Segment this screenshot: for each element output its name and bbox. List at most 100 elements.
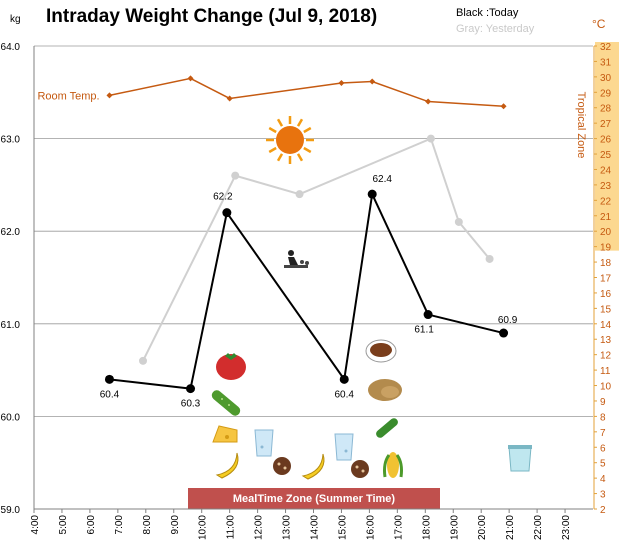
sun-icon [266, 116, 314, 164]
right-tick-label: 12 [600, 351, 612, 362]
legend-today: Black :Today [456, 7, 519, 19]
peas-icon [376, 418, 398, 438]
x-tick-label: 4:00 [30, 515, 41, 535]
today-data-label: 60.4 [100, 389, 120, 400]
x-tick-label: 11:00 [226, 515, 237, 540]
right-axis-unit: °C [592, 17, 606, 31]
yogurt-icon [508, 445, 532, 472]
cookie-icon [273, 457, 291, 475]
x-tick-label: 16:00 [365, 515, 376, 540]
x-tick-label: 15:00 [337, 515, 348, 540]
x-tick-label: 9:00 [170, 515, 181, 535]
mealtime-zone-banner: MealTime Zone (Summer Time) [188, 488, 440, 509]
y-axis-unit: kg [10, 14, 21, 25]
yesterday-point [231, 171, 240, 180]
x-tick-label: 23:00 [561, 515, 572, 540]
right-tick-label: 25 [600, 150, 612, 161]
right-tick-label: 9 [600, 397, 606, 408]
potato-icon [368, 379, 402, 401]
right-tick-label: 11 [600, 366, 611, 377]
yesterday-point [139, 356, 148, 365]
x-tick-label: 18:00 [421, 515, 432, 540]
right-tick-label: 17 [600, 274, 612, 285]
right-tick-label: 3 [600, 490, 606, 501]
right-tick-label: 7 [600, 428, 606, 439]
room-temp-point [187, 75, 194, 82]
y-tick-label: 59.0 [1, 505, 21, 516]
right-tick-label: 14 [600, 320, 612, 331]
right-tick-label: 5 [600, 459, 606, 470]
gardening-icon [284, 250, 309, 268]
y-tick-label: 61.0 [1, 320, 21, 331]
right-tick-label: 21 [600, 212, 612, 223]
room-temp-label: Room Temp. [37, 90, 99, 102]
right-tick-label: 20 [600, 227, 612, 238]
banana-icon [215, 452, 239, 479]
right-tick-label: 4 [600, 474, 606, 485]
today-data-label: 61.1 [414, 325, 434, 336]
right-tick-label: 10 [600, 382, 612, 393]
right-tick-label: 16 [600, 289, 612, 300]
x-tick-label: 19:00 [449, 515, 460, 540]
right-tick-label: 23 [600, 181, 612, 192]
today-data-label: 60.4 [335, 389, 355, 400]
right-tick-label: 18 [600, 258, 612, 269]
right-tick-label: 6 [600, 443, 606, 454]
today-point [222, 208, 232, 218]
today-data-label: 60.3 [181, 399, 201, 410]
x-tick-label: 22:00 [533, 515, 544, 540]
y-tick-label: 63.0 [1, 135, 21, 146]
x-tick-label: 13:00 [282, 515, 293, 540]
today-data-label: 60.9 [498, 315, 518, 326]
corn-icon [383, 452, 403, 478]
room-temp-point [338, 80, 345, 87]
y-tick-label: 64.0 [1, 42, 21, 53]
tropical-zone-band [595, 42, 619, 251]
x-tick-label: 6:00 [86, 515, 97, 535]
cookie-icon [351, 460, 369, 478]
today-data-label: 62.2 [213, 192, 233, 203]
yesterday-point [426, 134, 435, 143]
x-tick-label: 8:00 [142, 515, 153, 535]
yesterday-point [454, 217, 463, 226]
room-temp-point [106, 92, 113, 99]
tropical-zone-label: Tropical Zone [575, 92, 587, 159]
series-yesterday-line [142, 137, 491, 362]
today-point [367, 189, 377, 199]
soup-icon [365, 339, 397, 363]
x-tick-label: 7:00 [114, 515, 125, 535]
right-tick-label: 8 [600, 412, 606, 423]
legend-yesterday: Gray: Yesterday [456, 23, 535, 35]
x-tick-label: 21:00 [505, 515, 516, 540]
x-tick-label: 14:00 [310, 515, 321, 540]
right-tick-label: 31 [600, 57, 612, 68]
today-point [423, 310, 433, 320]
right-tick-label: 19 [600, 243, 612, 254]
x-tick-label: 20:00 [477, 515, 488, 540]
yesterday-point [295, 190, 304, 199]
right-tick-label: 26 [600, 135, 612, 146]
right-tick-label: 22 [600, 196, 612, 207]
tomato-icon [216, 353, 246, 380]
today-data-label: 62.4 [372, 174, 392, 185]
today-point [186, 384, 196, 394]
right-tick-label: 32 [600, 42, 612, 53]
room-temp-point [425, 98, 432, 105]
water-glass-icon [254, 429, 274, 457]
right-tick-label: 13 [600, 335, 612, 346]
cucumber-icon [211, 390, 241, 416]
y-tick-label: 60.0 [1, 412, 21, 423]
room-temp-point [500, 103, 507, 110]
today-point [104, 374, 114, 384]
banana-icon [301, 453, 325, 480]
x-tick-label: 5:00 [58, 515, 69, 535]
right-tick-label: 27 [600, 119, 612, 130]
x-tick-label: 12:00 [254, 515, 265, 540]
right-tick-label: 28 [600, 104, 612, 115]
today-point [499, 328, 509, 338]
y-tick-label: 62.0 [1, 227, 21, 238]
right-tick-label: 29 [600, 88, 612, 99]
room-temp-point [369, 78, 376, 85]
series-room-temp-line [109, 77, 504, 107]
